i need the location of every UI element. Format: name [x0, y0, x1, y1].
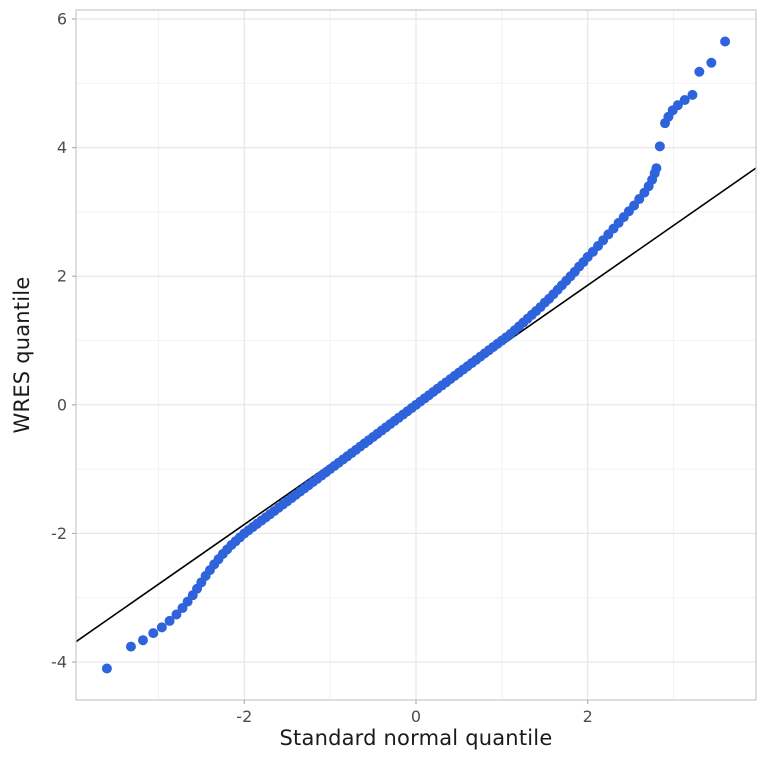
- qq-point: [679, 95, 690, 106]
- y-tick-label: -4: [51, 653, 67, 672]
- qq-point: [125, 641, 136, 652]
- qq-point: [706, 57, 717, 68]
- qq-point: [720, 36, 731, 47]
- qq-point: [137, 635, 148, 646]
- qq-point: [654, 141, 665, 152]
- y-tick-label: 6: [57, 10, 67, 29]
- y-axis-title: WRES quantile: [10, 276, 34, 434]
- x-tick-label: 2: [583, 707, 593, 726]
- x-axis-title: Standard normal quantile: [279, 726, 553, 750]
- qq-point: [148, 628, 159, 639]
- y-tick-label: 0: [57, 395, 67, 414]
- y-tick-label: -2: [51, 524, 67, 543]
- qq-points-layer: [101, 36, 731, 674]
- qq-point: [694, 66, 705, 77]
- qq-point: [156, 622, 167, 633]
- x-tick-label: -2: [236, 707, 252, 726]
- qq-point: [651, 163, 662, 174]
- qq-point: [672, 100, 683, 111]
- qq-point: [687, 89, 698, 100]
- qq-point: [171, 609, 182, 620]
- qq-point: [164, 615, 175, 626]
- y-tick-label: 4: [57, 138, 67, 157]
- qq-point: [101, 663, 112, 674]
- y-tick-label: 2: [57, 267, 67, 286]
- x-tick-label: 0: [411, 707, 421, 726]
